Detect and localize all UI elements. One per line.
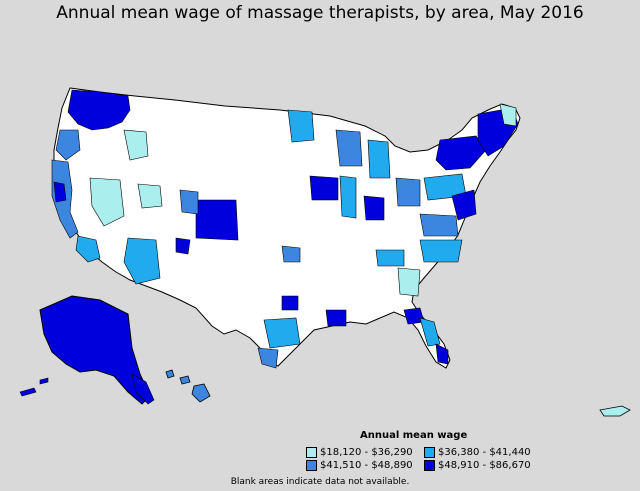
legend-swatch-3 xyxy=(306,460,317,471)
legend-item-1: $18,120 - $36,290 xyxy=(306,447,413,458)
region-maine xyxy=(499,103,517,127)
alaska-shape xyxy=(39,295,151,405)
region-georgia xyxy=(397,267,421,297)
legend-label-1: $18,120 - $36,290 xyxy=(320,447,413,458)
region-southern-california xyxy=(75,235,101,263)
region-louisiana xyxy=(325,309,347,327)
legend-label-3: $41,510 - $48,890 xyxy=(320,460,413,471)
legend-item-2: $36,380 - $41,440 xyxy=(424,447,531,458)
legend-swatch-4 xyxy=(424,460,435,471)
region-colorado-west xyxy=(179,189,199,215)
region-oklahoma xyxy=(281,245,301,263)
region-bay-area xyxy=(53,181,67,203)
region-iowa xyxy=(309,175,339,201)
alaska-islands xyxy=(19,377,49,397)
region-florida-central xyxy=(419,317,441,347)
alaska-southeast xyxy=(131,373,155,405)
region-oregon-coast xyxy=(55,129,81,161)
footnote: Blank areas indicate data not available. xyxy=(230,477,410,487)
legend-item-3: $41,510 - $48,890 xyxy=(306,460,413,471)
region-illinois xyxy=(339,175,357,219)
region-florida-south xyxy=(435,343,449,365)
region-tennessee xyxy=(375,249,405,267)
region-mid-atlantic xyxy=(451,189,477,221)
region-nevada xyxy=(89,177,125,227)
map-title: Annual mean wage of massage therapists, … xyxy=(56,3,584,23)
legend-title: Annual mean wage xyxy=(360,430,468,441)
legend-label-4: $48,910 - $86,670 xyxy=(438,460,531,471)
region-virginia xyxy=(419,213,459,237)
region-texas-gulf xyxy=(257,347,279,369)
region-michigan xyxy=(367,139,391,179)
legend-swatch-2 xyxy=(424,447,435,458)
legend-label-2: $36,380 - $41,440 xyxy=(438,447,531,458)
region-pacific-northwest xyxy=(67,89,131,131)
region-ohio xyxy=(395,177,421,207)
hawaii-shape xyxy=(165,369,211,403)
legend-swatch-1 xyxy=(306,447,317,458)
region-new-mexico xyxy=(175,237,191,255)
region-texas-dallas xyxy=(281,295,299,311)
region-wisconsin xyxy=(335,129,363,167)
region-colorado xyxy=(195,199,239,241)
region-arizona xyxy=(123,237,161,285)
region-utah xyxy=(137,183,163,209)
puerto-rico-shape xyxy=(599,405,631,417)
legend-item-4: $48,910 - $86,670 xyxy=(424,460,531,471)
region-carolinas xyxy=(419,239,463,263)
region-new-york xyxy=(435,135,487,171)
region-texas-east xyxy=(263,317,301,349)
region-indiana xyxy=(363,195,385,221)
region-idaho xyxy=(123,129,149,161)
region-minnesota xyxy=(287,109,315,143)
